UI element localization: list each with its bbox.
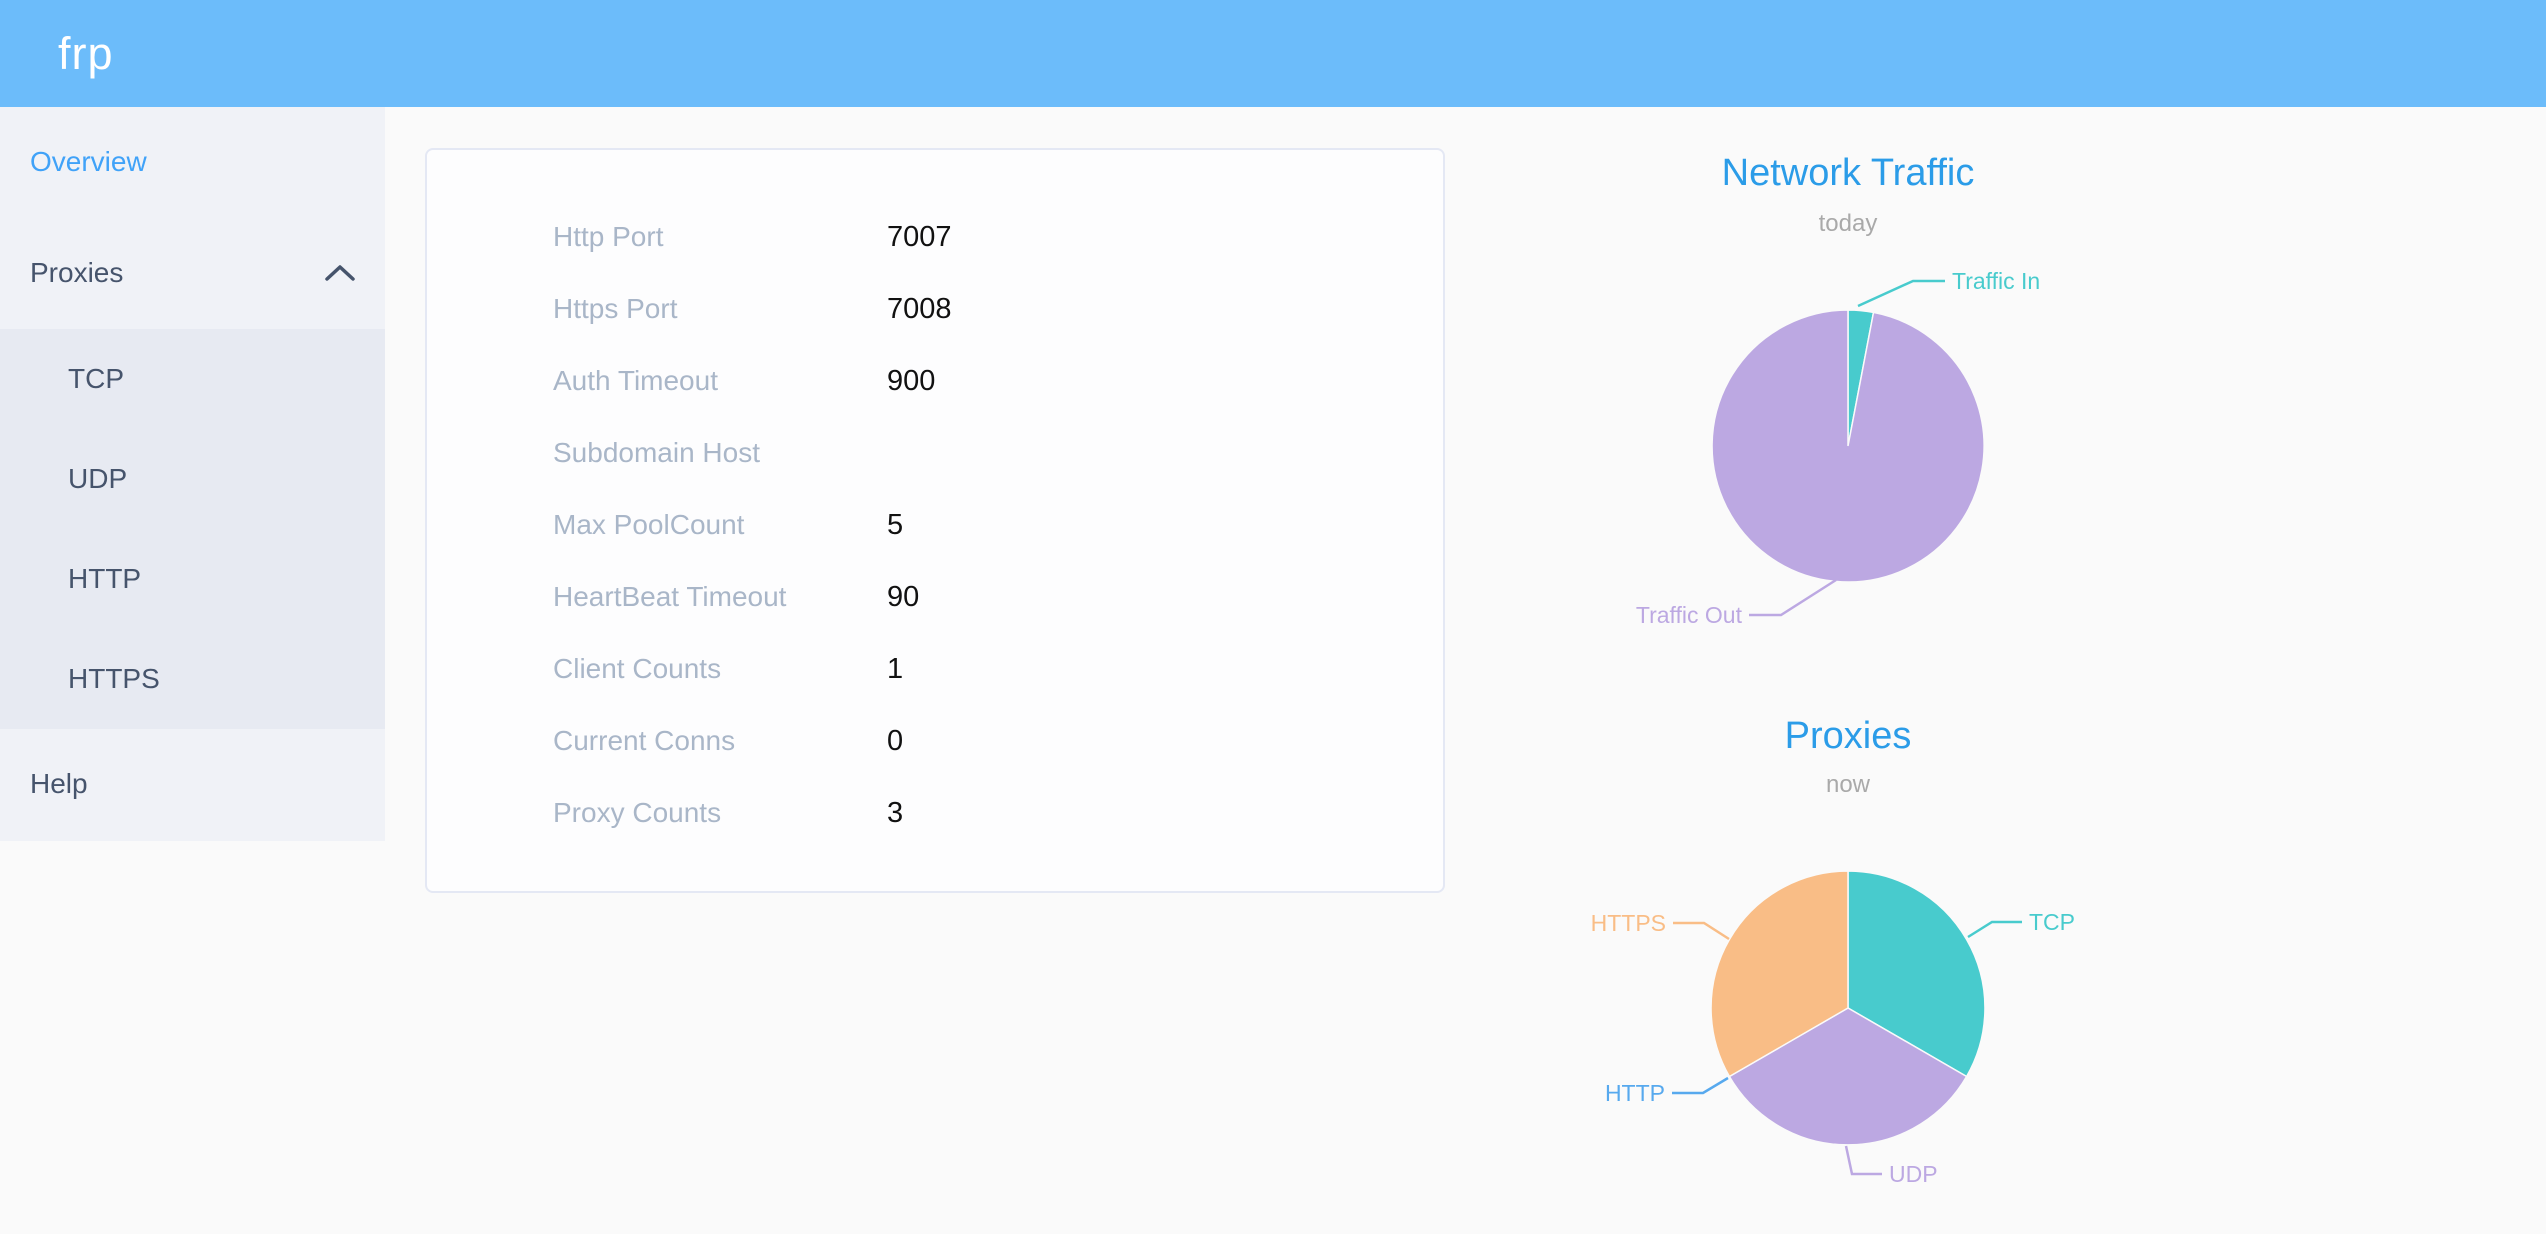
pie-label-line-http [1672, 1076, 1729, 1095]
config-row-auth-timeout: Auth Timeout 900 [427, 345, 1443, 417]
config-value: 900 [887, 364, 936, 397]
config-value: 7007 [887, 220, 952, 253]
sidebar-item-proxies-label: Proxies [30, 257, 124, 288]
config-label: Subdomain Host [553, 437, 761, 468]
config-row-https-port: Https Port 7008 [427, 273, 1443, 345]
config-label: Http Port [553, 221, 664, 252]
pie-label-line-udp [1844, 1145, 1882, 1176]
config-label: Proxy Counts [553, 797, 722, 828]
sidebar-item-overview[interactable]: Overview [0, 107, 385, 217]
sidebar-item-overview-label: Overview [30, 146, 147, 177]
pie-label-line-https [1673, 921, 1730, 941]
config-row-proxy-counts: Proxy Counts 3 [427, 777, 1443, 849]
sidebar-item-https[interactable]: HTTPS [0, 629, 385, 729]
chevron-up-icon [323, 262, 357, 284]
sidebar-item-udp[interactable]: UDP [0, 429, 385, 529]
config-row-http-port: Http Port 7007 [427, 201, 1443, 273]
sidebar-item-proxies[interactable]: Proxies [0, 217, 385, 329]
pie-slice-https[interactable] [1710, 870, 1849, 1078]
config-value: 7008 [887, 292, 952, 325]
pie-label-https: HTTPS [1591, 910, 1666, 936]
config-value: 3 [887, 796, 904, 829]
config-label: Https Port [553, 293, 678, 324]
pie-label-udp: UDP [1889, 1161, 1938, 1187]
config-value: 0 [887, 724, 904, 757]
sidebar-item-tcp[interactable]: TCP [0, 329, 385, 429]
config-label: Max PoolCount [553, 509, 745, 540]
pie-slice-traffic-out[interactable] [1711, 309, 1985, 583]
sidebar-item-tcp-label: TCP [68, 363, 124, 394]
pie-label-line-traffic-out [1749, 578, 1837, 617]
sidebar-nav: Overview Proxies TCP UDP HTTP HTTPS Help [0, 107, 385, 841]
pie-label-http: HTTP [1605, 1080, 1665, 1106]
pie-slice-tcp[interactable] [1847, 870, 1986, 1078]
app-logo[interactable]: frp [58, 27, 114, 79]
pie-slice-udp[interactable] [1728, 1007, 1968, 1146]
sidebar-item-http[interactable]: HTTP [0, 529, 385, 629]
config-label: Auth Timeout [553, 365, 718, 396]
pie-label-tcp: TCP [2029, 909, 2075, 935]
network-traffic-chart-subtitle: today [1818, 210, 1878, 237]
sidebar-item-http-label: HTTP [68, 563, 142, 594]
config-row-subdomain-host: Subdomain Host [427, 417, 1443, 489]
config-value: 5 [887, 508, 904, 541]
network-traffic-chart-title: Network Traffic [1721, 152, 1975, 194]
sidebar-submenu-proxies: TCP UDP HTTP HTTPS [0, 329, 385, 729]
config-label: Client Counts [553, 653, 722, 684]
sidebar-item-https-label: HTTPS [68, 663, 160, 694]
pie-label-traffic-out: Traffic Out [1636, 602, 1743, 628]
pie-label-traffic-in: Traffic In [1952, 268, 2040, 294]
config-row-client-counts: Client Counts 1 [427, 633, 1443, 705]
sidebar-item-udp-label: UDP [68, 463, 128, 494]
server-info-card: Http Port 7007 Https Port 7008 Auth Time… [425, 148, 1445, 893]
config-value: 90 [887, 580, 920, 613]
config-label: Current Conns [553, 725, 736, 756]
config-row-max-poolcount: Max PoolCount 5 [427, 489, 1443, 561]
sidebar-item-help[interactable]: Help [0, 729, 385, 839]
config-row-current-conns: Current Conns 0 [427, 705, 1443, 777]
proxies-chart-title: Proxies [1784, 715, 1912, 757]
config-value: 1 [887, 652, 904, 685]
pie-label-line-traffic-in [1857, 279, 1945, 308]
app-header: frp [0, 0, 2546, 107]
config-label: HeartBeat Timeout [553, 581, 787, 612]
pie-label-line-tcp [1967, 920, 2022, 939]
proxies-chart-subtitle: now [1825, 771, 1871, 798]
sidebar-item-help-label: Help [30, 768, 88, 799]
config-row-heartbeat-timeout: HeartBeat Timeout 90 [427, 561, 1443, 633]
